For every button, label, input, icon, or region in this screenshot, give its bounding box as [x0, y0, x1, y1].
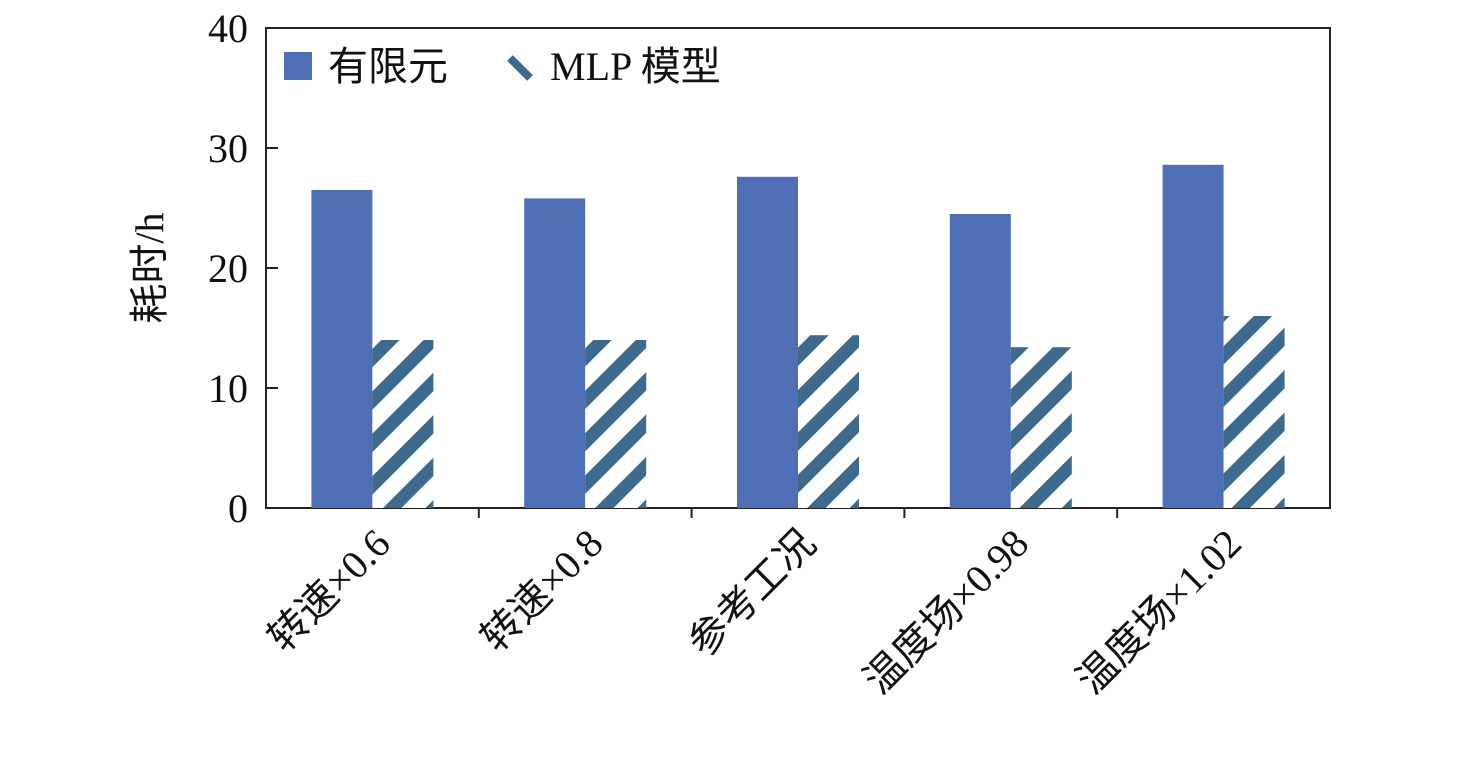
y-tick-label: 0	[228, 486, 248, 531]
bar-fem-5	[1162, 164, 1224, 509]
y-axis-label: 耗时/h	[127, 212, 172, 323]
x-axis: 转速×0.6 转速×0.8 参考工况 温度场×0.98 温度场×1.02	[259, 508, 1250, 703]
x-category-label: 转速×0.8	[472, 521, 612, 661]
legend-label-fem: 有限元	[328, 44, 448, 89]
x-category-label: 参考工况	[679, 521, 824, 666]
y-tick-label: 30	[208, 126, 248, 171]
legend: 有限元 MLP 模型	[284, 44, 721, 89]
bar-mlp-5	[1223, 316, 1285, 508]
legend-label-mlp: MLP 模型	[550, 44, 721, 89]
x-category-label: 温度场×0.98	[855, 521, 1037, 703]
bar-mlp-1	[372, 340, 434, 508]
x-category-label: 温度场×1.02	[1068, 521, 1250, 703]
bar-mlp-3	[798, 335, 859, 508]
bar-fem-2	[524, 198, 586, 508]
y-tick-label: 10	[208, 366, 248, 411]
bar-fem-3	[737, 176, 798, 509]
y-tick-label: 20	[208, 246, 248, 291]
legend-swatch-fem	[284, 52, 312, 80]
legend-swatch-mlp	[507, 55, 533, 81]
bars	[311, 164, 1285, 509]
bar-fem-1	[311, 190, 373, 508]
y-tick-label: 40	[208, 6, 248, 51]
bar-fem-4	[949, 214, 1011, 508]
y-axis: 0 10 20 30 40	[208, 6, 278, 531]
bar-mlp-2	[585, 340, 647, 508]
bar-mlp-4	[1010, 347, 1072, 508]
x-category-label: 转速×0.6	[259, 521, 399, 661]
